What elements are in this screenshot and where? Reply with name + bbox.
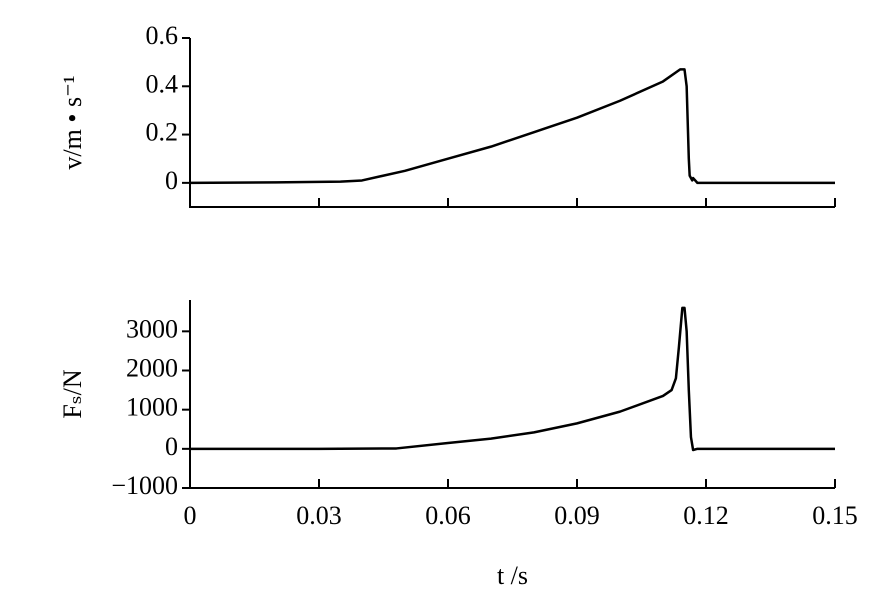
y-tick-label: 2000 (126, 353, 178, 382)
y-axis-label: Fₛ/N (58, 369, 87, 418)
y-axis-label: v/m • s⁻¹ (58, 75, 87, 169)
y-tick-label: 0.2 (146, 118, 179, 147)
axis-line (189, 300, 835, 489)
y-tick-label: 0.6 (146, 21, 179, 50)
y-tick-label: 0 (165, 166, 178, 195)
y-tick-label: 0 (165, 432, 178, 461)
y-tick-label: 3000 (126, 314, 178, 343)
data-line (189, 68, 835, 185)
x-tick-label: 0.12 (683, 501, 729, 530)
x-tick-label: 0.15 (812, 501, 858, 530)
y-tick-label: 0.4 (146, 69, 179, 98)
x-axis-label: t /s (497, 561, 528, 590)
x-tick-label: 0.06 (425, 501, 471, 530)
x-tick-label: 0.03 (296, 501, 342, 530)
y-tick-label: 1000 (126, 393, 178, 422)
x-tick-label: 0.09 (554, 501, 600, 530)
data-line (190, 306, 835, 452)
y-tick-label: −1000 (111, 471, 178, 500)
x-tick-label: 0 (184, 501, 197, 530)
